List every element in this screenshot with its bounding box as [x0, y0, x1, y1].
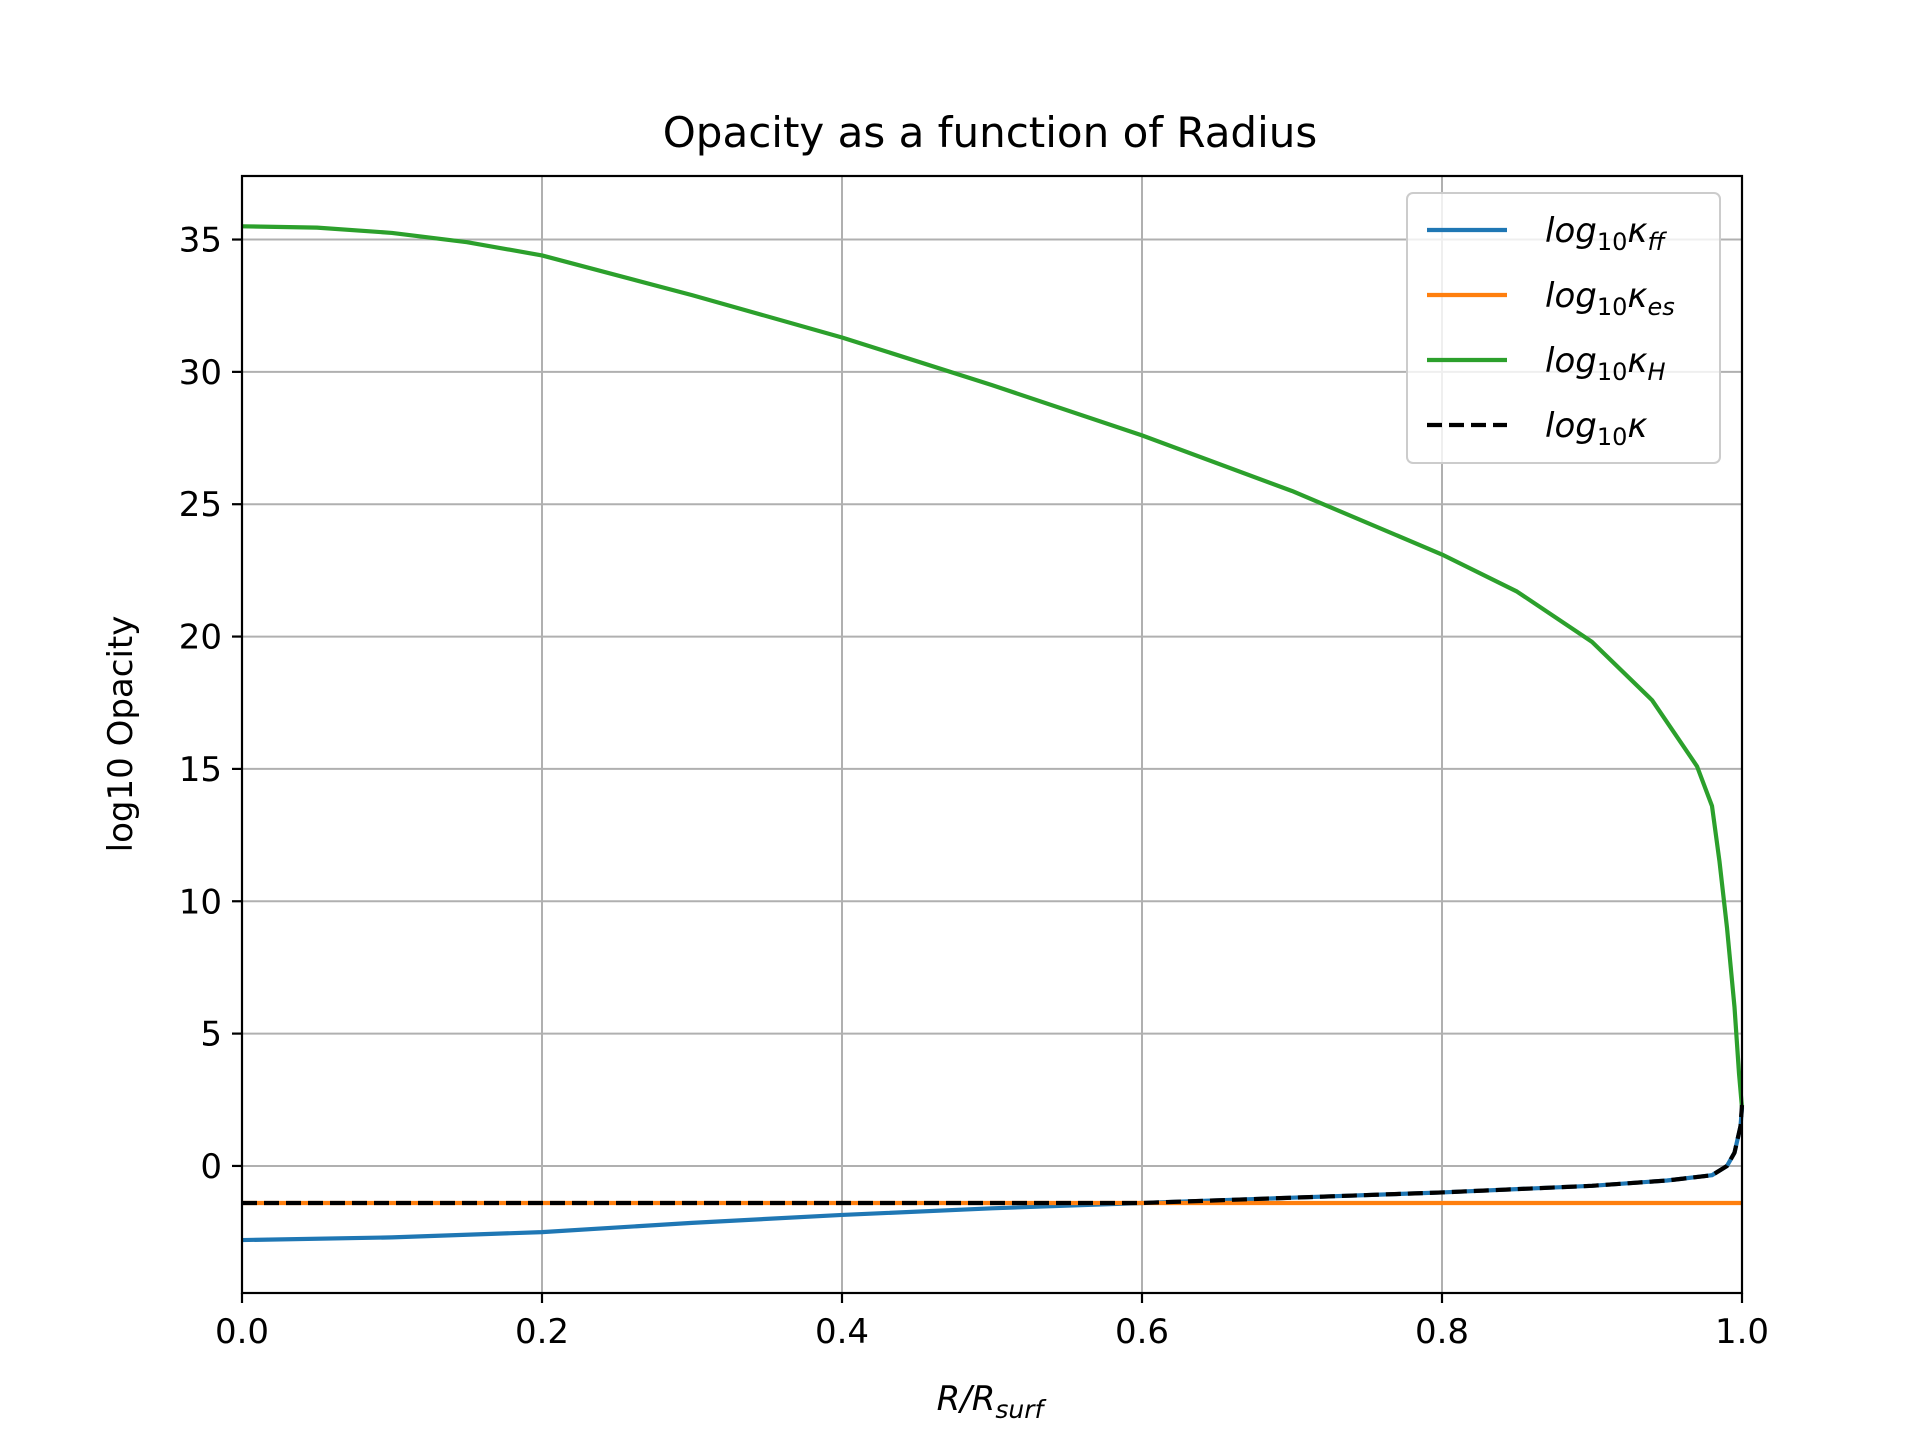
y-tick-label: 30 [179, 353, 222, 393]
legend-label-H: log10κH [1545, 341, 1665, 386]
x-axis-label-main: R/R [937, 1379, 996, 1419]
grid [241, 176, 1743, 1293]
x-tick-label: 1.0 [1715, 1312, 1769, 1352]
legend-label-total: log10κ [1545, 406, 1647, 451]
x-axis-label: R/Rsurf [937, 1379, 1047, 1424]
y-tick-label: 20 [179, 618, 222, 658]
x-tick-label: 0.6 [1115, 1312, 1169, 1352]
y-tick-label: 15 [179, 750, 222, 790]
series-layer [241, 224, 1745, 1243]
legend-box [1406, 192, 1721, 464]
series-line-total [242, 1104, 1745, 1206]
plot-frame [240, 174, 1744, 1295]
x-tick-label: 0.2 [515, 1312, 569, 1352]
series-line-H [241, 224, 1745, 1108]
legend: log10κff log10κes log10κH log10κ [1406, 192, 1721, 464]
y-tick-label: 35 [179, 221, 222, 261]
y-tick-label: 25 [179, 485, 222, 525]
legend-label-es: log10κes [1545, 276, 1675, 321]
x-tick-label: 0.8 [1415, 1312, 1469, 1352]
y-tick-label: 0 [200, 1147, 222, 1187]
y-tick-label: 5 [200, 1015, 222, 1055]
x-tick-label: 0.4 [815, 1312, 869, 1352]
ticks: 0.0 0.2 0.4 0.6 0.8 1.0 0 5 10 15 20 25 30 35 [179, 221, 1769, 1352]
x-tick-label: 0.0 [215, 1312, 269, 1352]
y-tick-label: 10 [179, 882, 222, 922]
y-axis-label: log10 Opacity [101, 616, 141, 853]
x-axis-label-sub: surf [995, 1395, 1046, 1424]
chart-title: Opacity as a function of Radius [663, 108, 1318, 157]
legend-label-ff: log10κff [1545, 211, 1667, 256]
